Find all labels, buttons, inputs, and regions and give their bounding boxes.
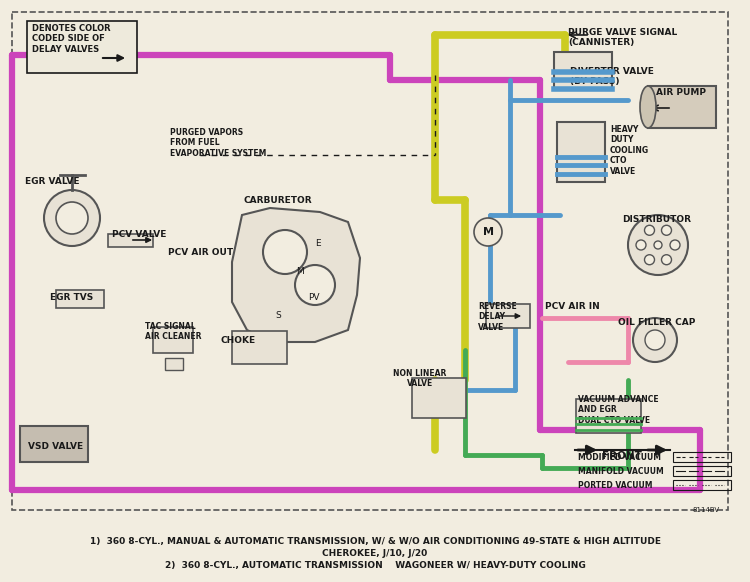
Text: CARBURETOR: CARBURETOR — [244, 196, 312, 205]
Text: PURGE VALVE SIGNAL
(CANNISTER): PURGE VALVE SIGNAL (CANNISTER) — [568, 28, 677, 47]
Circle shape — [474, 218, 502, 246]
Text: VACUUM ADVANCE
AND EGR
DUAL CTO VALVE: VACUUM ADVANCE AND EGR DUAL CTO VALVE — [578, 395, 658, 425]
Text: MODIFIED VACUUM: MODIFIED VACUUM — [578, 452, 661, 462]
Text: DISTRIBUTOR: DISTRIBUTOR — [622, 215, 691, 224]
Bar — [165, 358, 183, 370]
Circle shape — [662, 255, 671, 265]
Text: OIL FILLER CAP: OIL FILLER CAP — [618, 318, 695, 327]
Bar — [648, 86, 716, 128]
Bar — [576, 399, 641, 433]
Text: 1)  360 8-CYL., MANUAL & AUTOMATIC TRANSMISSION, W/ & W/O AIR CONDITIONING 49-ST: 1) 360 8-CYL., MANUAL & AUTOMATIC TRANSM… — [89, 537, 661, 546]
Text: NON LINEAR
VALVE: NON LINEAR VALVE — [393, 368, 447, 388]
Text: TAC SIGNAL
AIR CLEANER: TAC SIGNAL AIR CLEANER — [145, 322, 202, 342]
Text: DIVERTER VALVE
(BY PASS): DIVERTER VALVE (BY PASS) — [570, 67, 654, 86]
Text: S: S — [275, 311, 280, 320]
Circle shape — [263, 230, 307, 274]
Text: 8114BV: 8114BV — [693, 507, 720, 513]
Bar — [232, 331, 287, 364]
Circle shape — [56, 202, 88, 234]
Bar — [56, 290, 104, 308]
Circle shape — [644, 225, 655, 235]
Text: VSD VALVE: VSD VALVE — [28, 442, 83, 451]
Text: PCV VALVE: PCV VALVE — [112, 230, 166, 239]
Text: M: M — [482, 227, 494, 237]
Bar — [108, 234, 153, 247]
Circle shape — [44, 190, 100, 246]
Text: PV: PV — [308, 293, 320, 303]
Text: PCV AIR OUT: PCV AIR OUT — [168, 248, 233, 257]
Text: REVERSE
DELAY
VALVE: REVERSE DELAY VALVE — [478, 302, 517, 332]
Text: 2)  360 8-CYL., AUTOMATIC TRANSMISSION    WAGONEER W/ HEAVY-DUTY COOLING: 2) 360 8-CYL., AUTOMATIC TRANSMISSION WA… — [165, 561, 585, 570]
Circle shape — [295, 265, 335, 305]
Bar — [673, 480, 731, 490]
Bar — [557, 122, 605, 182]
Circle shape — [662, 225, 671, 235]
Circle shape — [628, 215, 688, 275]
Bar — [673, 452, 731, 462]
Bar — [554, 52, 612, 90]
Text: AIR PUMP: AIR PUMP — [656, 88, 706, 97]
Ellipse shape — [640, 86, 656, 128]
Text: PORTED VACUUM: PORTED VACUUM — [578, 481, 652, 489]
Circle shape — [644, 255, 655, 265]
Circle shape — [645, 330, 665, 350]
Text: M: M — [296, 268, 304, 276]
Text: FRONT: FRONT — [602, 451, 642, 461]
Bar — [412, 378, 466, 418]
Bar — [673, 466, 731, 476]
Circle shape — [636, 240, 646, 250]
Bar — [486, 304, 530, 328]
Text: CHOKE: CHOKE — [220, 336, 256, 345]
Circle shape — [654, 241, 662, 249]
Text: EGR TVS: EGR TVS — [50, 293, 93, 302]
Text: EGR VALVE: EGR VALVE — [25, 177, 80, 186]
Text: HEAVY
DUTY
COOLING
CTO
VALVE: HEAVY DUTY COOLING CTO VALVE — [610, 125, 649, 176]
Text: PURGED VAPORS
FROM FUEL
EVAPORATIVE SYSTEM: PURGED VAPORS FROM FUEL EVAPORATIVE SYST… — [170, 128, 266, 158]
Text: E: E — [315, 240, 321, 249]
Text: PCV AIR IN: PCV AIR IN — [545, 302, 600, 311]
Text: DENOTES COLOR
CODED SIDE OF
DELAY VALVES: DENOTES COLOR CODED SIDE OF DELAY VALVES — [32, 24, 111, 54]
Text: MANIFOLD VACUUM: MANIFOLD VACUUM — [578, 467, 664, 475]
Circle shape — [670, 240, 680, 250]
Bar — [27, 21, 137, 73]
Bar — [153, 327, 193, 353]
Bar — [20, 426, 88, 462]
Polygon shape — [232, 208, 360, 342]
Text: CHEROKEE, J/10, J/20: CHEROKEE, J/10, J/20 — [322, 549, 428, 558]
Circle shape — [633, 318, 677, 362]
